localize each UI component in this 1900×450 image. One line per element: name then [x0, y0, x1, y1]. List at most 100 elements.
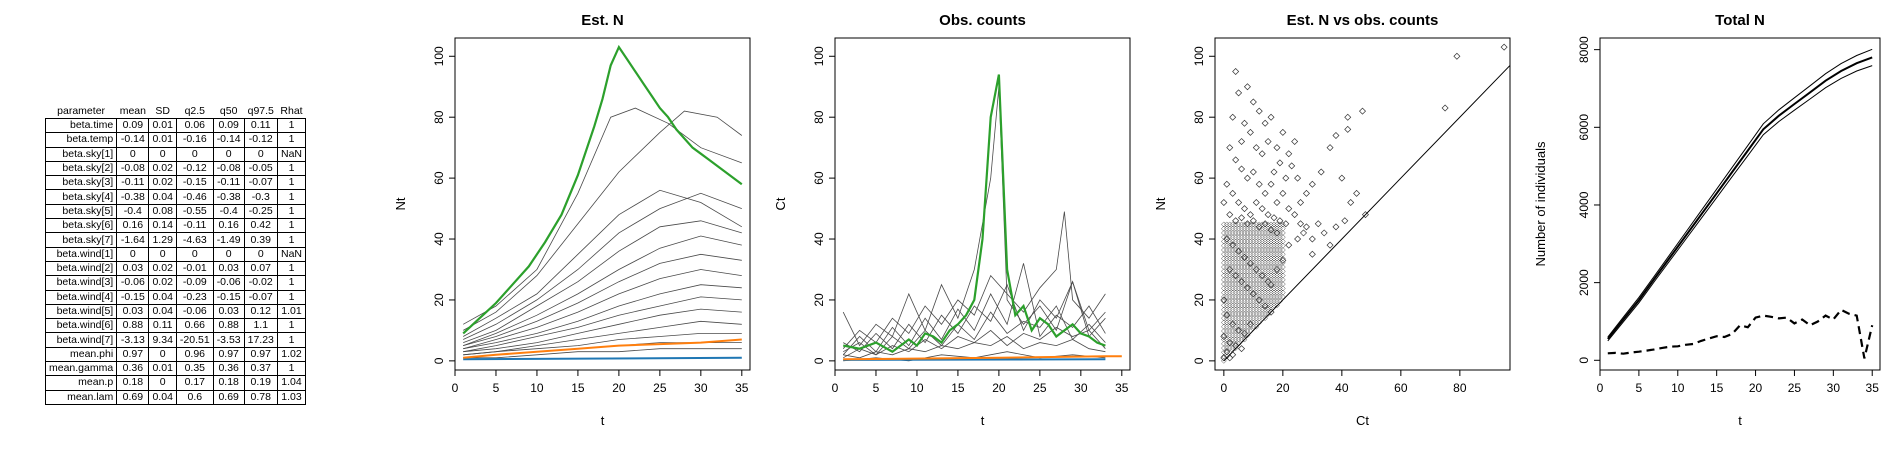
- scatter-point: [1220, 306, 1227, 313]
- scatter-point: [1265, 272, 1271, 279]
- table-cell: -0.06: [116, 275, 149, 291]
- scatter-point: [1271, 247, 1277, 253]
- table-cell-parameter: beta.time: [44, 117, 117, 133]
- scatter-point: [1253, 306, 1260, 313]
- site-line: [463, 269, 742, 350]
- scatter-point: [1238, 315, 1245, 322]
- x-tick-label: 0: [1597, 381, 1604, 395]
- scatter-point: [1277, 221, 1283, 228]
- scatter-point: [1241, 276, 1248, 283]
- scatter-point: [1220, 272, 1227, 279]
- scatter-point: [1238, 221, 1245, 228]
- table-row: beta.sky[2] -0.08 0.02 -0.12 -0.08 -0.05 1: [44, 160, 307, 176]
- scatter-point: [1268, 298, 1274, 305]
- scatter-point: [1268, 234, 1274, 241]
- scatter-point: [1220, 234, 1227, 241]
- scatter-point: [1241, 119, 1248, 127]
- scatter-point: [1235, 306, 1242, 313]
- scatter-point: [1220, 353, 1227, 360]
- table-cell: -4.63: [175, 232, 214, 248]
- scatter-point: [1220, 259, 1227, 266]
- scatter-point: [1229, 113, 1237, 121]
- table-cell: 17.23: [243, 332, 278, 348]
- scatter-point: [1297, 220, 1305, 228]
- scatter-point: [1241, 329, 1248, 337]
- table-cell: 0.42: [243, 218, 278, 233]
- scatter-point: [1256, 238, 1263, 245]
- scatter-point: [1238, 234, 1245, 241]
- table-cell: 0.08: [148, 203, 177, 219]
- scatter-point: [1226, 332, 1233, 339]
- obs-counts-plot: Obs. counts t Ct 0 5 10 15 20 25 30 35 0 20 40 60 80 100: [773, 12, 1131, 428]
- scatter-point: [1238, 165, 1246, 173]
- y-tick-label: 4000: [1577, 191, 1591, 218]
- scatter-point: [1232, 156, 1240, 164]
- scatter-point: [1235, 251, 1242, 258]
- scatter-point: [1238, 319, 1245, 326]
- scatter-point: [1220, 332, 1227, 339]
- scatter-point: [1250, 276, 1257, 283]
- table-cell: -0.46: [175, 189, 214, 205]
- table-row: beta.wind[2] 0.03 0.02 -0.01 0.03 0.07 1: [44, 260, 307, 276]
- highlight-line: [842, 74, 1106, 354]
- chart-title: Est. N vs obs. counts: [1287, 12, 1439, 29]
- scatter-point: [1223, 281, 1230, 287]
- table-cell: -0.01: [175, 260, 214, 276]
- table-cell: -0.11: [175, 218, 214, 233]
- site-line: [843, 280, 1106, 353]
- site-line: [463, 296, 742, 353]
- table-cell: 1.02: [276, 346, 307, 362]
- scatter-point: [1232, 255, 1239, 262]
- scatter-point: [1241, 247, 1248, 253]
- scatter-point: [1220, 289, 1227, 296]
- table-cell: 0.69: [212, 389, 245, 405]
- scatter-point: [1271, 238, 1277, 245]
- scatter-point: [1308, 235, 1316, 243]
- y-tick-label: 80: [812, 110, 826, 124]
- scatter-point: [1271, 298, 1277, 305]
- scatter-point: [1220, 251, 1227, 258]
- table-cell: -0.06: [212, 275, 245, 291]
- scatter-point: [1241, 311, 1248, 317]
- table-cell-parameter: beta.sky[2]: [44, 160, 117, 176]
- table-cell: 0: [212, 246, 245, 262]
- table-cell: 0.02: [148, 275, 177, 291]
- scatter-point: [1259, 298, 1266, 305]
- scatter-point: [1249, 98, 1257, 106]
- table-cell: 1: [276, 275, 307, 291]
- table-cell: -1.64: [116, 232, 149, 248]
- scatter-point: [1226, 211, 1234, 219]
- scatter-point: [1277, 268, 1283, 275]
- scatter-point: [1241, 221, 1248, 228]
- scatter-point: [1235, 302, 1242, 309]
- scatter-point: [1294, 235, 1302, 243]
- scatter-point: [1250, 298, 1257, 305]
- table-cell: 0.09: [116, 117, 149, 133]
- scatter-point: [1253, 230, 1260, 236]
- scatter-point: [1274, 242, 1280, 249]
- table-cell: 0.01: [148, 117, 177, 133]
- scatter-point: [1229, 285, 1236, 292]
- table-cell: -0.02: [243, 275, 278, 291]
- scatter-point: [1259, 247, 1266, 253]
- y-tick-label: 100: [1192, 46, 1206, 66]
- scatter-point: [1241, 268, 1248, 275]
- scatter-point: [1274, 251, 1280, 258]
- scatter-point: [1302, 223, 1310, 231]
- scatter-point: [1226, 340, 1233, 347]
- scatter-point: [1229, 302, 1236, 309]
- table-cell: 1: [276, 203, 307, 219]
- scatter-point: [1262, 264, 1269, 270]
- scatter-point: [1238, 255, 1245, 262]
- scatter-point: [1241, 234, 1248, 241]
- scatter-point: [1220, 268, 1227, 275]
- scatter-point: [1229, 315, 1236, 322]
- table-cell: 1: [276, 260, 307, 276]
- scatter-point: [1235, 336, 1242, 343]
- scatter-point: [1247, 298, 1254, 305]
- table-cell: 0.04: [148, 303, 177, 319]
- y-tick-label: 60: [432, 171, 446, 185]
- table-cell: -0.05: [243, 160, 278, 176]
- scatter-point: [1353, 189, 1361, 197]
- scatter-point: [1253, 234, 1260, 241]
